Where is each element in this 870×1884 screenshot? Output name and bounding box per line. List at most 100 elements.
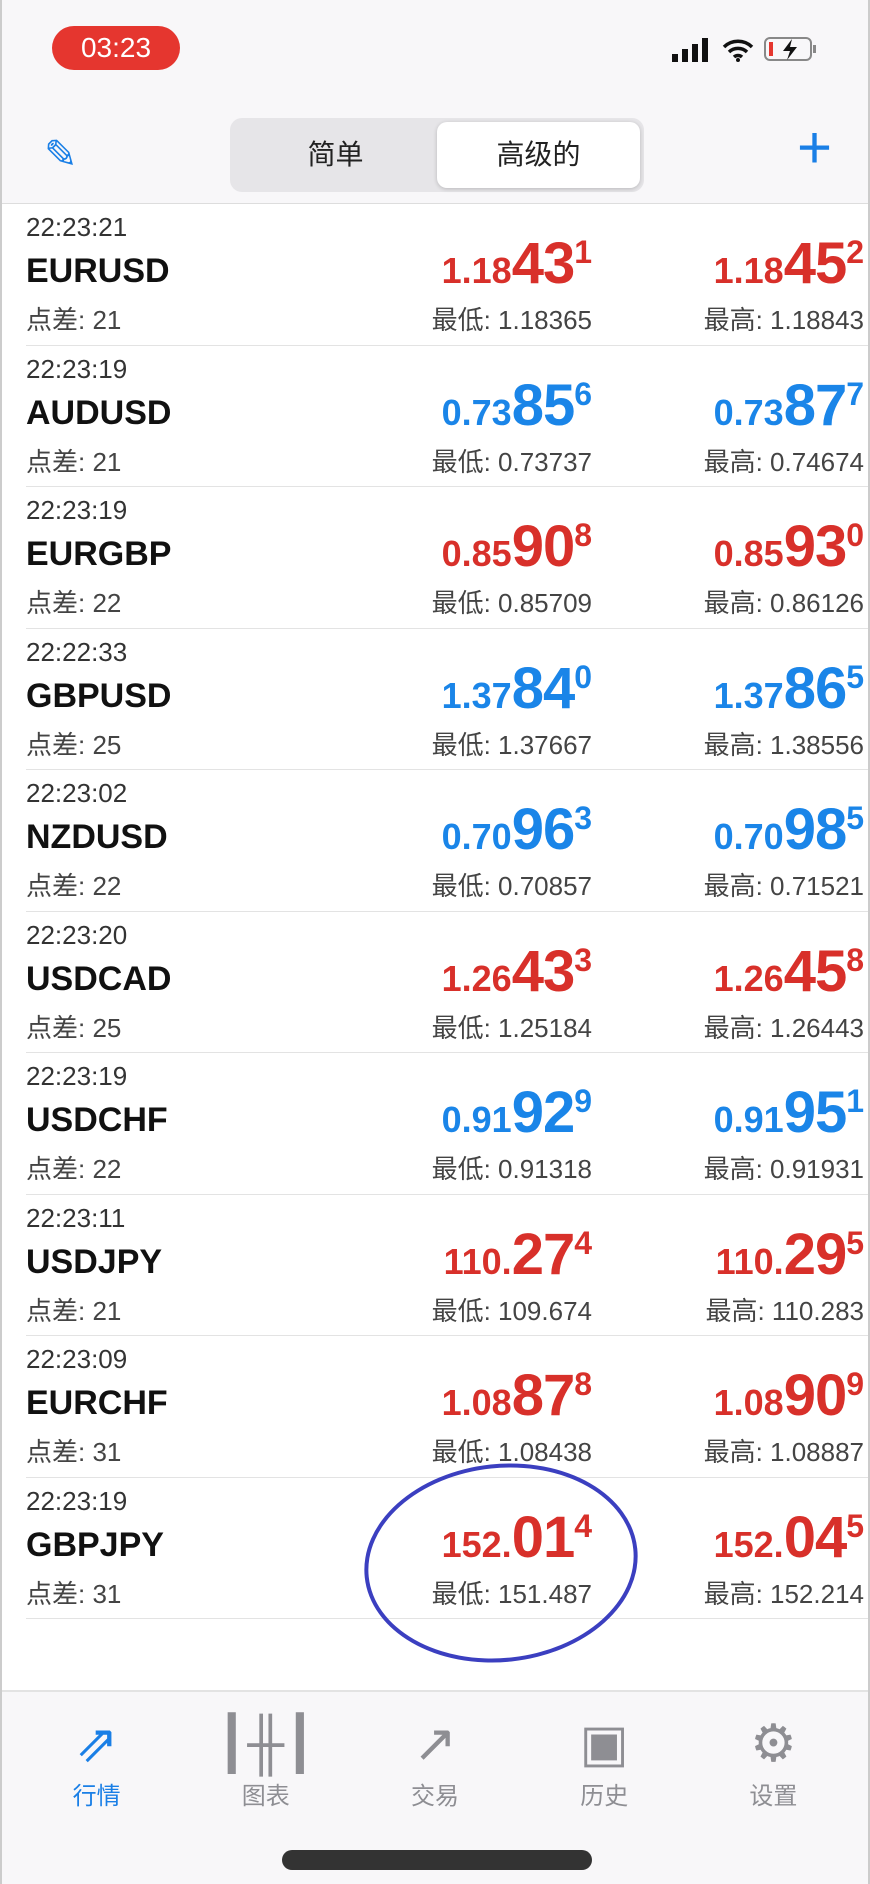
price-pips: 98 bbox=[783, 797, 848, 862]
bid-price[interactable]: 0.70963 bbox=[442, 796, 592, 863]
quote-row[interactable]: 22:23:09 EURCHF 点差: 31 1.08878 1.08909 最低… bbox=[26, 1336, 868, 1478]
tab-history[interactable]: ▣ 历史 bbox=[520, 1692, 689, 1884]
symbol: GBPJPY bbox=[26, 1525, 164, 1564]
bid-price[interactable]: 152.014 bbox=[442, 1504, 592, 1571]
history-tray-icon: ▣ bbox=[579, 1715, 629, 1773]
spread: 点差: 25 bbox=[26, 729, 122, 760]
tab-chart[interactable]: ┃╫┃ 图表 bbox=[181, 1692, 350, 1884]
price-pips: 86 bbox=[783, 655, 848, 721]
spread: 点差: 31 bbox=[26, 1437, 122, 1467]
price-fraction: 5 bbox=[846, 1507, 864, 1544]
home-indicator[interactable] bbox=[282, 1850, 592, 1870]
tab-settings[interactable]: ⚙ 设置 bbox=[689, 1692, 858, 1884]
bid-price[interactable]: 0.91929 bbox=[442, 1079, 592, 1146]
symbol: USDCAD bbox=[26, 959, 172, 998]
price-fraction: 0 bbox=[574, 658, 592, 695]
bid-price[interactable]: 1.37840 bbox=[442, 655, 592, 722]
low-price: 最低: 1.18365 bbox=[431, 305, 592, 335]
low-price: 最低: 0.85709 bbox=[431, 588, 592, 618]
price-fraction: 7 bbox=[846, 375, 864, 412]
view-mode-segmented-control: 简单 高级的 bbox=[230, 118, 644, 192]
price-pips: 43 bbox=[511, 231, 576, 296]
price-fraction: 4 bbox=[574, 1507, 592, 1544]
price-prefix: 1.26 bbox=[713, 957, 784, 999]
ask-price[interactable]: 1.26458 bbox=[714, 938, 864, 1005]
ask-price[interactable]: 1.37865 bbox=[714, 655, 864, 722]
quote-time: 22:23:21 bbox=[26, 212, 128, 242]
low-price: 最低: 0.73737 bbox=[431, 446, 592, 477]
price-pips: 27 bbox=[511, 1221, 576, 1287]
spread: 点差: 31 bbox=[26, 1578, 122, 1609]
price-fraction: 2 bbox=[846, 234, 864, 270]
wifi-icon bbox=[722, 39, 754, 62]
quote-row[interactable]: 22:23:19 GBPJPY 点差: 31 152.014 152.045 最低… bbox=[26, 1478, 868, 1619]
low-price: 最低: 1.37667 bbox=[431, 729, 592, 760]
price-prefix: 152. bbox=[713, 1523, 784, 1565]
price-pips: 04 bbox=[783, 1504, 848, 1570]
price-pips: 90 bbox=[783, 1363, 848, 1428]
pencil-icon[interactable]: ✎ bbox=[44, 133, 78, 177]
ask-price[interactable]: 0.70985 bbox=[714, 796, 864, 863]
price-prefix: 0.91 bbox=[713, 1099, 784, 1140]
price-fraction: 5 bbox=[846, 658, 864, 695]
signal-icon bbox=[672, 38, 708, 62]
bid-price[interactable]: 110.274 bbox=[444, 1221, 592, 1288]
quote-row[interactable]: 22:23:19 AUDUSD 点差: 21 0.73856 0.73877 最低… bbox=[26, 346, 868, 487]
tab-label: 交易 bbox=[411, 1783, 459, 1810]
gear-icon: ⚙ bbox=[750, 1715, 797, 1773]
segment-simple[interactable]: 简单 bbox=[307, 139, 364, 170]
price-fraction: 0 bbox=[846, 517, 864, 553]
tab-quotes[interactable]: ⇗ 行情 bbox=[12, 1692, 181, 1884]
ask-price[interactable]: 0.73877 bbox=[714, 372, 864, 439]
segment-advanced[interactable]: 高级的 bbox=[437, 122, 640, 188]
bid-price[interactable]: 1.08878 bbox=[442, 1362, 592, 1429]
bid-price[interactable]: 1.18431 bbox=[442, 230, 592, 297]
plus-icon[interactable]: + bbox=[796, 114, 832, 181]
ask-price[interactable]: 0.91951 bbox=[714, 1079, 864, 1146]
symbol: GBPUSD bbox=[26, 676, 172, 715]
quote-row[interactable]: 22:23:19 USDCHF 点差: 22 0.91929 0.91951 最低… bbox=[26, 1053, 868, 1195]
tab-trade[interactable]: ↗ 交易 bbox=[350, 1692, 519, 1884]
symbol: AUDUSD bbox=[26, 393, 172, 432]
ask-price[interactable]: 1.18452 bbox=[714, 230, 864, 297]
price-prefix: 0.91 bbox=[441, 1099, 512, 1140]
ask-price[interactable]: 1.08909 bbox=[714, 1362, 864, 1429]
tab-label: 行情 bbox=[72, 1783, 121, 1810]
quote-time: 22:23:09 bbox=[26, 1344, 128, 1374]
low-price: 最低: 0.91318 bbox=[431, 1154, 592, 1184]
quote-time: 22:22:33 bbox=[26, 636, 128, 667]
quote-row[interactable]: 22:23:19 EURGBP 点差: 22 0.85908 0.85930 最低… bbox=[26, 487, 868, 629]
bid-price[interactable]: 0.73856 bbox=[442, 372, 592, 439]
ask-price[interactable]: 0.85930 bbox=[714, 513, 864, 580]
price-pips: 87 bbox=[783, 372, 848, 438]
high-price: 最高: 1.26443 bbox=[703, 1012, 864, 1043]
price-pips: 96 bbox=[511, 797, 576, 862]
spread: 点差: 25 bbox=[26, 1012, 122, 1043]
quote-row[interactable]: 22:23:20 USDCAD 点差: 25 1.26433 1.26458 最低… bbox=[26, 912, 868, 1053]
high-price: 最高: 0.71521 bbox=[703, 871, 864, 901]
quote-row[interactable]: 22:23:21 EURUSD 点差: 21 1.18431 1.18452 最低… bbox=[26, 204, 868, 346]
quote-row[interactable]: 22:22:33 GBPUSD 点差: 25 1.37840 1.37865 最低… bbox=[26, 629, 868, 770]
quote-time: 22:23:11 bbox=[26, 1202, 126, 1233]
price-prefix: 0.85 bbox=[441, 533, 512, 574]
low-price: 最低: 1.25184 bbox=[431, 1012, 592, 1043]
ask-price[interactable]: 110.295 bbox=[716, 1221, 864, 1288]
price-prefix: 1.37 bbox=[441, 674, 512, 716]
bid-price[interactable]: 1.26433 bbox=[442, 938, 592, 1005]
quote-time: 22:23:19 bbox=[26, 495, 128, 525]
spread: 点差: 22 bbox=[26, 871, 122, 901]
price-pips: 92 bbox=[511, 1080, 576, 1145]
price-fraction: 1 bbox=[574, 234, 592, 270]
price-fraction: 3 bbox=[574, 800, 592, 836]
price-prefix: 0.73 bbox=[713, 391, 784, 433]
symbol: EURGBP bbox=[26, 535, 172, 573]
quote-time: 22:23:19 bbox=[26, 1485, 128, 1516]
symbol: USDCHF bbox=[26, 1101, 168, 1139]
quote-row[interactable]: 22:23:11 USDJPY 点差: 21 110.274 110.295 最低… bbox=[26, 1195, 868, 1336]
bid-price[interactable]: 0.85908 bbox=[442, 513, 592, 580]
low-price: 最低: 1.08438 bbox=[431, 1437, 592, 1467]
quotes-arrows-icon: ⇗ bbox=[74, 1715, 119, 1773]
high-price: 最高: 152.214 bbox=[703, 1578, 864, 1609]
ask-price[interactable]: 152.045 bbox=[714, 1504, 864, 1571]
quote-row[interactable]: 22:23:02 NZDUSD 点差: 22 0.70963 0.70985 最低… bbox=[26, 770, 868, 912]
